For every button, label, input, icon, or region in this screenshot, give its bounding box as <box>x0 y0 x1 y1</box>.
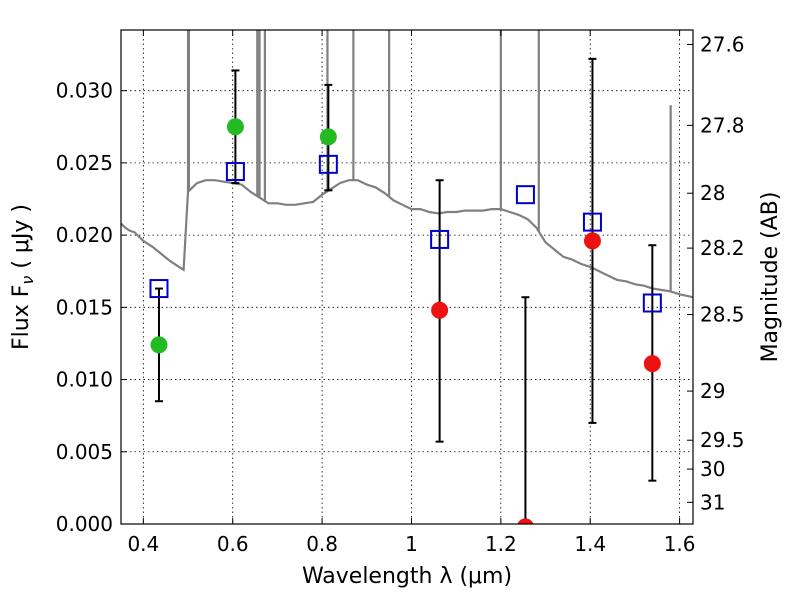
x-tick-label: 1.6 <box>664 532 696 556</box>
plot-frame <box>120 29 694 525</box>
x-tick-label: 1.4 <box>574 532 606 556</box>
y-tick-label: 0.015 <box>56 295 113 319</box>
x-tick-label: 0.8 <box>306 532 338 556</box>
x-axis-ticks: 0.4 0.6 0.8 1 1.2 1.4 1.6 <box>127 30 696 556</box>
observed-photometry-point <box>643 355 661 373</box>
y-axis-label: Flux Fν ( μJy ) <box>9 204 37 350</box>
y2-tick-label: 28.5 <box>700 303 745 327</box>
model-photometry-square <box>642 293 662 313</box>
observed-photometry-point <box>517 518 534 524</box>
y-tick-label: 0.030 <box>56 79 113 103</box>
y2-tick-label: 31 <box>700 490 725 514</box>
y2-tick-label: 27.6 <box>700 32 745 56</box>
y-tick-label: 0.025 <box>56 151 113 175</box>
observed-photometry-point <box>583 232 601 250</box>
y-tick-label: 0.020 <box>56 223 113 247</box>
model-photometry <box>149 154 662 313</box>
y2-tick-label: 27.8 <box>700 113 745 137</box>
series-layer <box>121 30 693 524</box>
y2-tick-label: 28 <box>700 181 725 205</box>
y2-tick-label: 29.5 <box>700 428 745 452</box>
plot-area <box>121 30 693 524</box>
y2-tick-label: 30 <box>700 457 725 481</box>
y2-axis-ticks: 27.6 27.8 28 28.2 28.5 29 29.5 30 31 <box>687 32 745 514</box>
model-photometry-square <box>515 185 535 205</box>
model-photometry-square <box>430 229 450 249</box>
x-axis-label: Wavelength λ (μm) <box>302 564 512 589</box>
observed-photometry-point <box>150 336 168 354</box>
y2-tick-label: 29 <box>700 379 725 403</box>
x-tick-label: 1.2 <box>485 532 517 556</box>
observed-photometry-point <box>226 118 244 136</box>
y-axis-ticks: 0.000 0.005 0.010 0.015 0.020 0.025 0.030 <box>56 79 127 536</box>
observed-photometry <box>150 118 661 524</box>
y2-axis-label: Magnitude (AB) <box>758 192 783 363</box>
y-tick-label: 0.005 <box>56 440 113 464</box>
model-photometry-square <box>225 162 245 182</box>
x-tick-label: 0.4 <box>127 532 159 556</box>
model-photometry-square <box>318 154 338 174</box>
y-tick-label: 0.000 <box>56 512 113 536</box>
y2-tick-label: 28.2 <box>700 236 745 260</box>
model-photometry-square <box>582 212 602 232</box>
y-tick-label: 0.010 <box>56 368 113 392</box>
x-tick-label: 0.6 <box>217 532 249 556</box>
observed-photometry-point <box>431 301 449 319</box>
x-tick-label: 1 <box>405 532 418 556</box>
model-photometry-square <box>149 279 169 299</box>
observed-photometry-point <box>319 128 337 146</box>
